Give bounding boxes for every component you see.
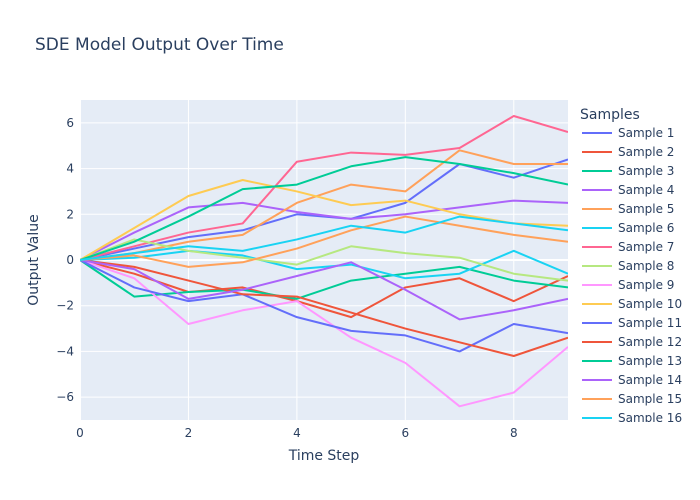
legend-label: Sample 10 [618,297,682,311]
y-tick-label: 4 [66,162,74,176]
series-line [80,249,568,280]
x-axis-ticks: 0 2 4 6 8 [76,426,517,440]
series-line [80,215,568,261]
series-line [80,179,568,261]
legend-item[interactable]: Sample 2 [582,145,674,159]
y-axis-title: Output Value [26,214,42,306]
legend-label: Sample 5 [618,202,674,216]
y-tick-label: −4 [56,344,74,358]
series-line [80,259,568,357]
legend-label: Sample 2 [618,145,674,159]
x-tick-label: 6 [402,426,410,440]
y-tick-label: 2 [66,207,74,221]
legend[interactable]: Sample 1 Sample 2 Sample 3 Sample 4 Sample 5… [582,126,682,425]
x-axis-title: Time Step [288,448,360,464]
legend-label: Sample 13 [618,354,682,368]
legend-label: Sample 16 [618,411,682,425]
x-tick-label: 2 [185,426,193,440]
legend-label: Sample 7 [618,240,674,254]
legend-item[interactable]: Sample 13 [582,354,682,368]
y-tick-label: −2 [56,299,74,313]
legend-item[interactable]: Sample 3 [582,164,674,178]
series-line [80,259,568,321]
legend-item[interactable]: Sample 5 [582,202,674,216]
legend-item[interactable]: Sample 8 [582,259,674,273]
y-tick-label: 6 [66,116,74,130]
legend-item[interactable]: Sample 14 [582,373,682,387]
chart-title: SDE Model Output Over Time [35,35,284,55]
legend-item[interactable]: Sample 15 [582,392,682,406]
legend-label: Sample 11 [618,316,682,330]
legend-item[interactable]: Sample 6 [582,221,674,235]
legend-label: Sample 9 [618,278,674,292]
legend-label: Sample 6 [618,221,674,235]
series-line [80,115,568,261]
series-lines [80,115,568,408]
series-line [80,238,568,282]
legend-label: Sample 3 [618,164,674,178]
series-line [80,259,568,319]
legend-label: Sample 14 [618,373,682,387]
series-line [80,156,568,261]
series-line [80,149,568,261]
legend-label: Sample 4 [618,183,674,197]
legend-item[interactable]: Sample 1 [582,126,674,140]
legend-item[interactable]: Sample 11 [582,316,682,330]
x-tick-label: 4 [293,426,301,440]
series-line [80,259,568,353]
legend-label: Sample 15 [618,392,682,406]
series-line [80,259,568,408]
series-line [80,199,568,261]
legend-label: Sample 8 [618,259,674,273]
legend-title: Samples [580,107,640,123]
x-tick-label: 8 [510,426,518,440]
x-tick-label: 0 [76,426,84,440]
series-line [80,158,568,261]
series-line [80,215,568,268]
legend-label: Sample 12 [618,335,682,349]
y-tick-label: −6 [56,390,74,404]
y-axis-ticks: −6 −4 −2 0 2 4 6 [56,116,74,404]
legend-label: Sample 1 [618,126,674,140]
legend-item[interactable]: Sample 9 [582,278,674,292]
legend-item[interactable]: Sample 16 [582,411,682,425]
legend-item[interactable]: Sample 10 [582,297,682,311]
y-tick-label: 0 [66,253,74,267]
legend-item[interactable]: Sample 4 [582,183,674,197]
legend-item[interactable]: Sample 12 [582,335,682,349]
legend-item[interactable]: Sample 7 [582,240,674,254]
